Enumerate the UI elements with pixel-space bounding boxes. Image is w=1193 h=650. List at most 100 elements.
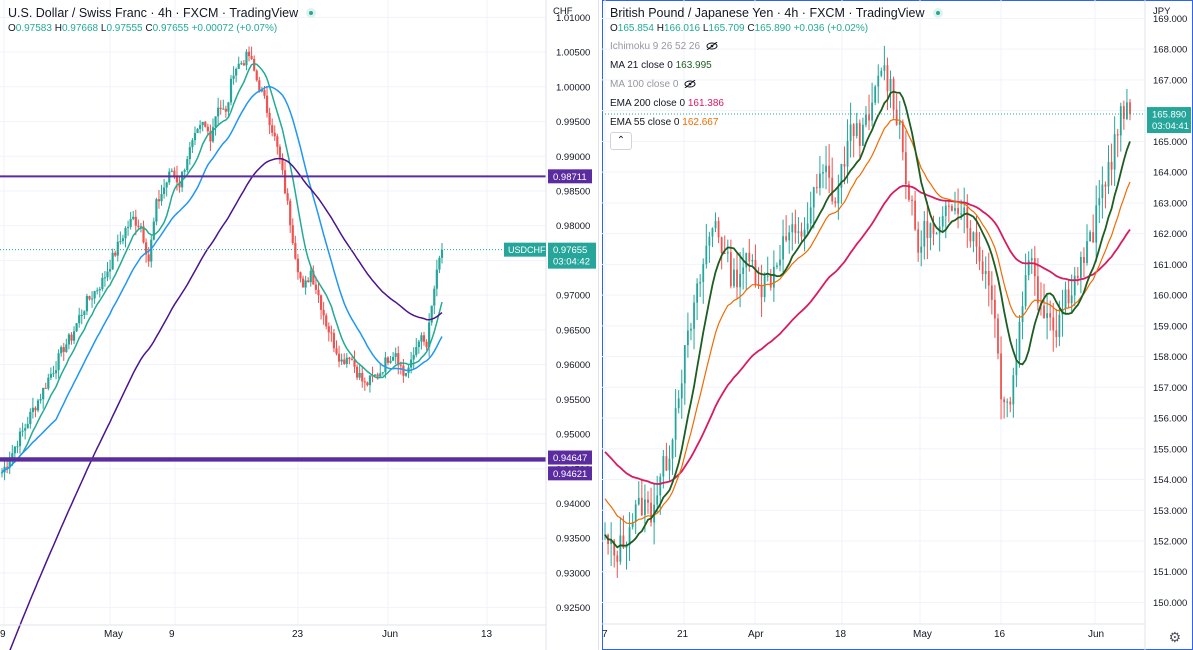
ma-mid-line bbox=[1, 85, 443, 473]
candle-body bbox=[134, 216, 137, 226]
candle-body bbox=[966, 207, 969, 229]
indicator-ema55[interactable]: EMA 55 close 0 162.667 bbox=[610, 117, 718, 128]
candle-body bbox=[1110, 161, 1113, 170]
candle-body bbox=[822, 172, 824, 174]
countdown-label: 03:04:41 bbox=[1152, 121, 1189, 132]
candle-body bbox=[132, 216, 135, 219]
eye-hidden-icon[interactable] bbox=[684, 80, 696, 88]
indicator-ma100[interactable]: MA 100 close 0 bbox=[610, 79, 696, 90]
candle-body bbox=[319, 295, 323, 310]
candle-body bbox=[335, 348, 338, 354]
candle-body bbox=[90, 298, 94, 300]
candle-body bbox=[242, 63, 245, 66]
candle-body bbox=[399, 364, 402, 366]
candle-body bbox=[865, 114, 867, 125]
candle-body bbox=[1104, 184, 1107, 187]
candle-body bbox=[312, 270, 315, 285]
eye-hidden-icon[interactable] bbox=[706, 42, 718, 50]
candle-body bbox=[271, 125, 274, 133]
candle-body bbox=[877, 75, 880, 87]
candle-body bbox=[428, 322, 431, 348]
candle-body bbox=[1036, 276, 1039, 304]
indicator-ma21[interactable]: MA 21 close 0 163.995 bbox=[610, 60, 712, 71]
candle-body bbox=[1030, 258, 1033, 261]
candle-body bbox=[152, 221, 155, 240]
candle-body bbox=[137, 225, 140, 227]
candle-body bbox=[142, 226, 145, 243]
candle-body bbox=[330, 332, 333, 334]
candle-body bbox=[680, 383, 683, 399]
candle-body bbox=[975, 232, 978, 247]
candle-body bbox=[785, 236, 788, 241]
candle-body bbox=[44, 387, 47, 389]
indicator-ema200[interactable]: EMA 200 close 0 161.386 bbox=[610, 98, 724, 109]
candle-body bbox=[855, 123, 858, 137]
collapse-legend-button[interactable]: ⌃ bbox=[610, 132, 632, 150]
candle-body bbox=[42, 387, 45, 400]
candle-body bbox=[812, 187, 815, 208]
candle-body bbox=[994, 299, 996, 319]
candle-body bbox=[766, 275, 769, 277]
last-price-tag bbox=[548, 242, 596, 269]
gear-icon[interactable]: ⚙ bbox=[1168, 629, 1181, 645]
candle-body bbox=[147, 254, 150, 262]
price-tick-label: 157.000 bbox=[1153, 383, 1187, 394]
candle-body bbox=[631, 521, 634, 528]
last-price-tag bbox=[1147, 107, 1191, 134]
candle-body bbox=[819, 173, 821, 189]
candle-body bbox=[175, 175, 179, 183]
candle-body bbox=[662, 456, 665, 477]
candle-body bbox=[366, 382, 369, 386]
candle-body bbox=[1098, 198, 1101, 206]
candle-body bbox=[173, 170, 176, 176]
candle-body bbox=[255, 70, 258, 81]
candle-body bbox=[1021, 306, 1024, 322]
low-value: 165.709 bbox=[708, 23, 745, 34]
candle-body bbox=[837, 187, 840, 204]
candle-body bbox=[57, 353, 60, 371]
candle-body bbox=[671, 439, 674, 459]
candle-body bbox=[665, 456, 668, 471]
candle-body bbox=[815, 187, 818, 189]
candle-body bbox=[327, 326, 330, 333]
candle-body bbox=[889, 78, 892, 92]
candle-body bbox=[343, 359, 346, 364]
candle-body bbox=[708, 236, 711, 246]
price-tick-label: 0.93000 bbox=[556, 568, 590, 579]
gbpjpy-chart-pane[interactable]: JPY 169.000 168.000 167.000 165.000 164.000 16… bbox=[602, 0, 1193, 650]
candle-body bbox=[386, 357, 390, 363]
candle-body bbox=[1067, 289, 1070, 304]
candle-body bbox=[972, 232, 975, 242]
candle-body bbox=[797, 231, 800, 233]
price-tick-label: 163.000 bbox=[1153, 198, 1187, 209]
candle-body bbox=[268, 112, 271, 126]
change-value: +0.00072 (+0.07%) bbox=[191, 23, 278, 34]
candle-body bbox=[1043, 305, 1045, 319]
candle-body bbox=[742, 267, 745, 275]
candle-body bbox=[263, 90, 266, 96]
price-tick-label: 0.94000 bbox=[556, 499, 590, 510]
candle-body bbox=[1058, 314, 1061, 338]
candle-body bbox=[52, 373, 55, 375]
level-price-label: 0.94647 bbox=[553, 453, 587, 464]
candle-body bbox=[119, 241, 122, 243]
candle-body bbox=[843, 163, 846, 167]
candle-body bbox=[114, 252, 117, 256]
currency-label: JPY bbox=[1153, 6, 1171, 17]
candle-body bbox=[904, 152, 907, 185]
candle-body bbox=[392, 356, 395, 361]
candle-body bbox=[926, 221, 929, 238]
indicator-ichimoku[interactable]: Ichimoku 9 26 52 26 bbox=[610, 41, 718, 52]
candle-body bbox=[892, 78, 895, 110]
candle-body bbox=[806, 223, 809, 230]
indicator-label: MA 100 close 0 bbox=[610, 79, 679, 90]
price-tick-label: 152.000 bbox=[1153, 537, 1187, 548]
candle-body bbox=[1012, 375, 1015, 405]
candle-body bbox=[21, 430, 24, 432]
usdchf-chart-pane[interactable]: CHF 1.01000 1.00500 1.00000 0.99500 0.99000 0.… bbox=[0, 0, 599, 650]
candle-body bbox=[674, 408, 677, 440]
time-tick-label: May bbox=[104, 629, 123, 640]
candle-body bbox=[397, 353, 400, 365]
